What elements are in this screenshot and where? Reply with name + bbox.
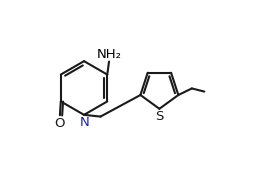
Text: S: S [156,110,164,123]
Text: N: N [80,116,90,129]
Text: NH₂: NH₂ [97,48,122,61]
Text: O: O [55,117,65,130]
